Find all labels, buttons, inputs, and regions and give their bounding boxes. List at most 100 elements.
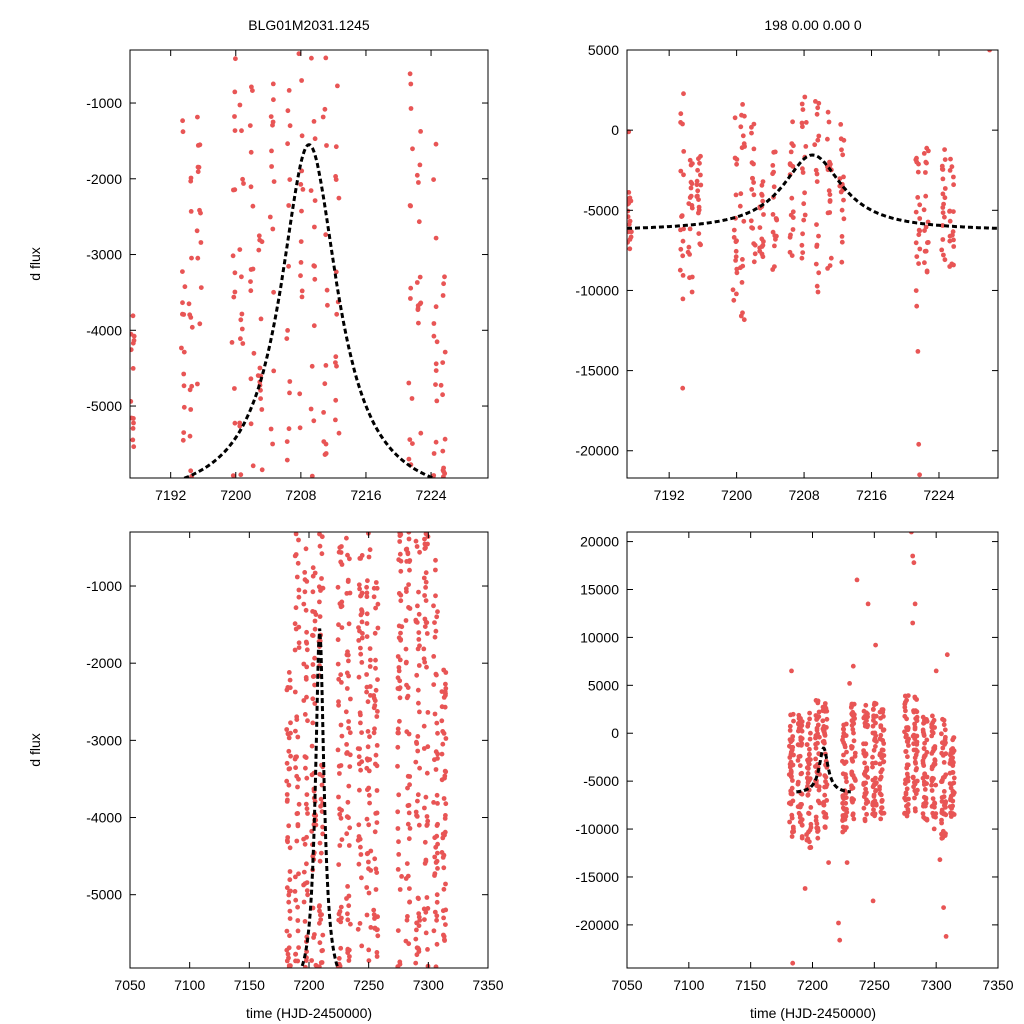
data-point [323,232,329,238]
data-point [815,289,821,295]
data-point [239,274,244,280]
data-point [346,658,351,664]
data-point [406,582,411,587]
data-point [903,791,909,797]
data-point [368,925,374,930]
data-point [284,760,290,766]
data-point [921,731,927,737]
data-point [302,841,308,847]
data-point [188,468,194,474]
panel-bottom-right: time (HJD-2450000) 7050 7100 7150 7200 7250 7… [575,531,1014,1021]
data-point [296,537,301,543]
data-point [130,437,136,443]
data-point [422,805,427,811]
data-point [790,119,795,125]
data-point [678,111,684,117]
data-point [309,473,315,478]
data-point [739,145,745,151]
x-tick-label: 7224 [415,487,446,503]
data-point [425,710,431,715]
data-point [824,798,830,803]
data-point [344,896,349,901]
data-point [771,184,777,190]
data-point [304,861,309,867]
data-point [923,193,929,199]
data-point [304,806,310,812]
data-point [309,363,315,369]
data-point [312,655,317,661]
x-tick-label: 7200 [797,977,828,993]
data-point [364,756,370,762]
data-point [337,843,343,848]
data-point-outlier [802,886,808,891]
data-point [950,229,956,235]
data-point [435,751,440,757]
data-point [443,801,449,807]
data-point [284,792,290,797]
data-point [807,736,813,742]
data-point [250,266,256,272]
data-point [293,728,298,734]
data-point [337,812,343,817]
data-point [288,753,293,759]
data-point [375,601,381,607]
data-point [304,880,310,885]
data-point [913,240,919,246]
data-point [286,670,292,675]
data-point [292,647,298,653]
data-point [358,720,363,726]
data-point [310,632,315,638]
data-point [878,792,884,798]
data-point [816,233,821,239]
plot-area-bottom-right [786,532,957,966]
data-point [248,376,254,382]
data-point [432,620,437,625]
data-point [441,281,446,287]
data-point [359,591,365,596]
x-tick-label: 7350 [982,977,1013,993]
data-point [696,204,702,210]
data-point [878,732,884,738]
data-point [757,245,763,251]
data-point [337,909,343,914]
data-point [911,741,916,747]
data-point [873,802,879,808]
data-point [417,549,422,555]
data-point [686,244,692,250]
data-point [405,821,411,827]
data-point [431,333,437,339]
data-point [800,124,805,130]
data-point [738,191,744,197]
data-point [404,559,410,564]
model-fit-curve [627,153,998,230]
data-point [366,554,372,560]
data-point [861,708,867,714]
data-point [357,746,362,752]
data-point [395,744,401,750]
data-point [304,694,309,700]
data-point [317,940,323,946]
data-point [849,701,855,707]
data-point [770,163,776,168]
data-point [286,735,292,741]
data-point [324,143,329,148]
data-point [812,142,818,148]
data-point [417,162,423,168]
data-point [295,928,301,934]
data-point [364,584,369,590]
y-tick-label: 5000 [588,42,619,58]
data-point [627,199,631,205]
data-point [431,682,437,687]
data-point [317,543,323,549]
data-point [813,698,819,703]
data-point [357,787,362,793]
data-point [311,323,317,329]
data-point [397,539,403,544]
data-point [414,813,419,818]
data-point [759,236,765,242]
data-point [799,101,805,107]
data-point [799,728,805,734]
data-point [734,291,739,297]
data-point [336,676,342,682]
data-point [311,822,317,827]
